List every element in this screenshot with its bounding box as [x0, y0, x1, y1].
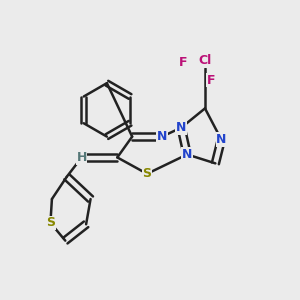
- Text: S: S: [46, 216, 55, 229]
- Text: N: N: [216, 133, 226, 146]
- Text: N: N: [157, 130, 167, 143]
- Text: Cl: Cl: [198, 54, 212, 67]
- Text: S: S: [142, 167, 152, 180]
- Text: N: N: [176, 121, 186, 134]
- Text: H: H: [76, 151, 87, 164]
- Text: N: N: [182, 148, 192, 161]
- Text: F: F: [207, 74, 215, 87]
- Text: F: F: [178, 56, 187, 69]
